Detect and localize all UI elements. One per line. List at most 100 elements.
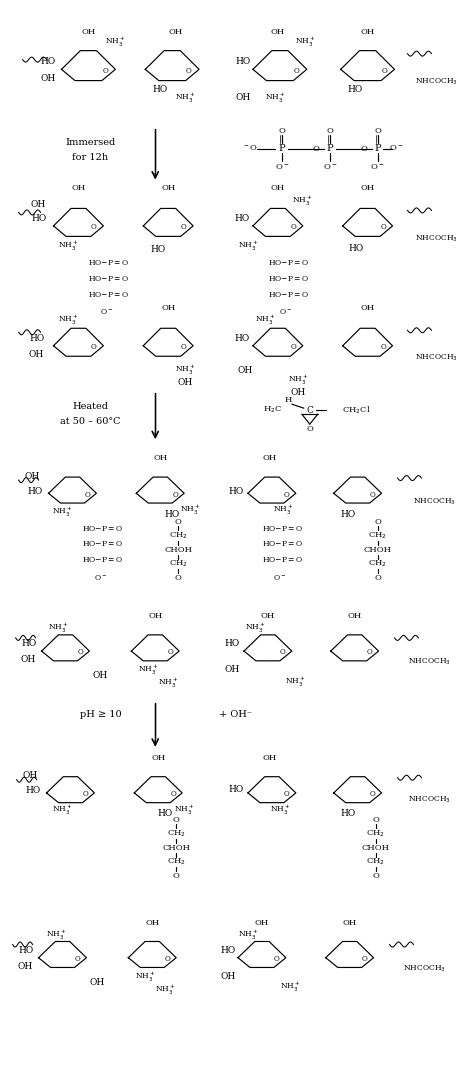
Text: HO$-$P$=$O: HO$-$P$=$O — [262, 539, 303, 549]
Text: H$_2$C: H$_2$C — [263, 405, 282, 416]
Text: NH$_3^+$: NH$_3^+$ — [158, 676, 178, 690]
Text: NH$_3^+$: NH$_3^+$ — [264, 90, 285, 104]
Text: HO: HO — [41, 58, 56, 66]
Text: O: O — [374, 127, 381, 135]
Text: HO: HO — [220, 946, 236, 955]
Text: OH: OH — [271, 27, 285, 36]
Text: HO: HO — [234, 214, 250, 222]
Text: CH$_2$: CH$_2$ — [167, 828, 186, 839]
Text: O: O — [181, 224, 187, 231]
Text: OH: OH — [361, 184, 375, 192]
Text: $^-$O: $^-$O — [242, 143, 258, 153]
Text: HO: HO — [25, 787, 40, 795]
Text: O: O — [278, 127, 285, 135]
Text: NHCOCH$_3$: NHCOCH$_3$ — [408, 794, 451, 805]
Text: O: O — [274, 955, 280, 963]
Text: OH: OH — [21, 655, 36, 664]
Text: OH: OH — [25, 472, 40, 481]
Text: HO: HO — [157, 809, 173, 818]
Text: NH$_3^+$: NH$_3^+$ — [245, 621, 265, 635]
Text: HO: HO — [347, 85, 362, 94]
Text: O$^-$: O$^-$ — [279, 307, 292, 317]
Text: HO$-$P$=$O: HO$-$P$=$O — [262, 524, 303, 533]
Text: O: O — [280, 649, 286, 656]
Text: NH$_3^+$: NH$_3^+$ — [273, 503, 293, 518]
Text: HO: HO — [151, 245, 166, 254]
Text: O: O — [380, 224, 386, 231]
Text: HO: HO — [228, 786, 244, 794]
Text: O$^-$: O$^-$ — [274, 163, 289, 173]
Text: HO$-$P$=$O: HO$-$P$=$O — [82, 524, 124, 533]
Text: O$^-$: O$^-$ — [370, 163, 385, 173]
Text: NH$_3^+$: NH$_3^+$ — [280, 980, 300, 994]
Text: OH: OH — [237, 366, 253, 374]
Text: OH: OH — [23, 771, 38, 780]
Text: O: O — [102, 67, 108, 75]
Text: OH: OH — [220, 972, 236, 981]
Text: Immersed: Immersed — [65, 138, 116, 146]
Text: O: O — [291, 224, 296, 231]
Text: O: O — [366, 649, 373, 656]
Text: CH$_2$: CH$_2$ — [368, 531, 387, 541]
Text: NH$_3^+$: NH$_3^+$ — [155, 982, 175, 996]
Text: HO: HO — [236, 58, 251, 66]
Text: HO$-$P$=$O: HO$-$P$=$O — [89, 258, 130, 267]
Text: OH: OH — [41, 74, 56, 84]
Text: OH: OH — [343, 919, 357, 927]
Text: HO: HO — [29, 334, 44, 343]
Text: NHCOCH$_3$: NHCOCH$_3$ — [413, 497, 456, 508]
Text: CHOH: CHOH — [362, 844, 390, 852]
Text: NHCOCH$_3$: NHCOCH$_3$ — [408, 656, 451, 667]
Text: HO: HO — [18, 946, 33, 955]
Text: HO: HO — [340, 510, 356, 519]
Text: P: P — [327, 144, 333, 153]
Text: O$^-$: O$^-$ — [100, 307, 113, 317]
Text: NH$_3^+$: NH$_3^+$ — [52, 803, 73, 817]
Text: NH$_3^+$: NH$_3^+$ — [48, 621, 69, 635]
Text: NH$_3^+$: NH$_3^+$ — [288, 373, 308, 387]
Text: OH: OH — [31, 200, 46, 209]
Text: CH$_2$: CH$_2$ — [169, 559, 188, 570]
Text: HO: HO — [21, 639, 36, 649]
Text: + OH⁻: + OH⁻ — [219, 711, 252, 719]
Text: CHOH: CHOH — [162, 844, 190, 852]
Text: NH$_3^+$: NH$_3^+$ — [138, 663, 158, 677]
Text: O$^-$: O$^-$ — [94, 573, 107, 583]
Text: OH: OH — [145, 919, 159, 927]
Text: O: O — [170, 790, 176, 799]
Text: O: O — [374, 518, 381, 526]
Text: O: O — [370, 490, 375, 499]
Text: NH$_3^+$: NH$_3^+$ — [292, 193, 312, 207]
Text: CHOH: CHOH — [164, 546, 192, 554]
Text: CH$_2$: CH$_2$ — [167, 856, 186, 867]
Text: pH ≥ 10: pH ≥ 10 — [80, 711, 121, 719]
Text: OH: OH — [90, 978, 105, 987]
Text: O: O — [82, 790, 88, 799]
Text: HO: HO — [340, 809, 356, 818]
Text: NH$_3^+$: NH$_3^+$ — [105, 35, 126, 49]
Text: OH: OH — [271, 184, 285, 192]
Text: NH$_3^+$: NH$_3^+$ — [52, 505, 73, 519]
Text: OH: OH — [347, 612, 362, 620]
Text: OH: OH — [361, 27, 375, 36]
Text: O: O — [291, 343, 296, 352]
Text: NHCOCH$_3$: NHCOCH$_3$ — [415, 353, 458, 363]
Text: at 50 – 60°C: at 50 – 60°C — [60, 417, 121, 425]
Text: CH$_2$: CH$_2$ — [169, 531, 188, 541]
Text: HO: HO — [348, 244, 363, 253]
Text: OH: OH — [161, 184, 175, 192]
Text: O: O — [284, 790, 290, 799]
Text: O: O — [84, 490, 90, 499]
Text: OH: OH — [151, 754, 165, 762]
Text: P: P — [279, 144, 285, 153]
Text: OH: OH — [361, 304, 375, 312]
Text: H: H — [284, 396, 292, 405]
Text: O: O — [172, 490, 178, 499]
Text: HO$-$P$=$O: HO$-$P$=$O — [268, 290, 310, 298]
Text: HO: HO — [234, 334, 250, 343]
Text: O: O — [175, 518, 182, 526]
Text: NH$_3^+$: NH$_3^+$ — [135, 969, 155, 983]
Text: HO$-$P$=$O: HO$-$P$=$O — [89, 273, 130, 283]
Text: O: O — [91, 343, 97, 352]
Text: HO: HO — [224, 639, 240, 649]
